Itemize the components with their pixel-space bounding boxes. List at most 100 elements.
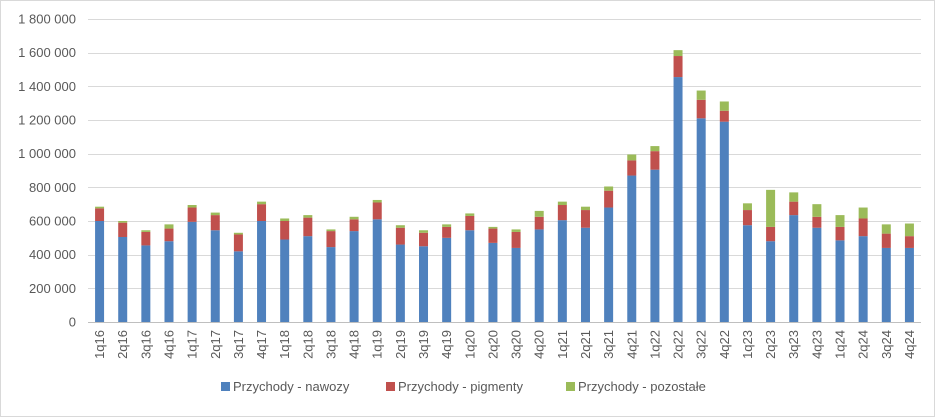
- bar-nawozy-3q20: [511, 247, 521, 322]
- y-tick-label: 200 000: [29, 281, 76, 296]
- bar-pigmenty-4q18: [349, 219, 359, 232]
- x-tick-label: 1q20: [462, 330, 477, 359]
- bar-nawozy-3q22: [696, 118, 706, 322]
- bar-pozostale-2q23: [766, 189, 776, 227]
- bar-nawozy-1q24: [835, 240, 845, 322]
- bar-pigmenty-2q18: [303, 217, 313, 237]
- bar-nawozy-3q21: [604, 207, 614, 322]
- bar-pigmenty-4q24: [904, 236, 914, 248]
- x-tick-label: 2q24: [856, 330, 871, 359]
- x-tick-label: 1q18: [277, 330, 292, 359]
- x-tick-label: 1q17: [185, 330, 200, 359]
- x-tick-label: 4q24: [902, 330, 917, 359]
- bar-pozostale-2q18: [303, 215, 313, 218]
- bar-nawozy-2q21: [580, 227, 590, 322]
- bar-pigmenty-3q22: [696, 99, 706, 119]
- bar-pozostale-3q24: [881, 224, 891, 234]
- bar-nawozy-4q18: [349, 231, 359, 322]
- bar-pozostale-2q21: [580, 206, 590, 211]
- bar-nawozy-1q21: [557, 220, 567, 322]
- bar-nawozy-2q20: [488, 242, 498, 322]
- bar-pozostale-2q17: [210, 212, 220, 216]
- bar-pozostale-1q23: [742, 203, 752, 211]
- bars: [95, 50, 914, 322]
- x-tick-label: 4q16: [161, 330, 176, 359]
- bar-nawozy-3q17: [233, 251, 243, 322]
- legend-label: Przychody - pozostałe: [578, 379, 706, 394]
- bar-pigmenty-3q23: [789, 201, 799, 216]
- x-tick-label: 3q20: [509, 330, 524, 359]
- x-tick-label: 4q21: [624, 330, 639, 359]
- bar-nawozy-1q22: [650, 169, 660, 322]
- x-tick-label: 2q16: [115, 330, 130, 359]
- bar-pigmenty-1q24: [835, 226, 845, 241]
- y-tick-label: 0: [69, 315, 76, 330]
- bar-nawozy-4q16: [164, 241, 174, 322]
- y-tick-label: 800 000: [29, 180, 76, 195]
- x-tick-label: 2q22: [671, 330, 686, 359]
- bar-nawozy-3q16: [141, 245, 151, 322]
- x-tick-label: 4q19: [439, 330, 454, 359]
- bar-pozostale-2q24: [858, 207, 868, 219]
- bar-nawozy-2q19: [395, 244, 405, 322]
- bar-pozostale-2q20: [488, 226, 498, 229]
- x-tick-label: 3q17: [231, 330, 246, 359]
- bar-pigmenty-1q20: [465, 215, 475, 231]
- bar-pigmenty-1q23: [742, 210, 752, 226]
- bar-pozostale-1q24: [835, 215, 845, 227]
- x-tick-label: 2q23: [763, 330, 778, 359]
- bar-pozostale-3q23: [789, 192, 799, 202]
- legend-label: Przychody - nawozy: [233, 379, 350, 394]
- bar-pigmenty-4q23: [812, 216, 822, 228]
- bar-pozostale-1q22: [650, 146, 660, 152]
- bar-pigmenty-2q23: [766, 226, 776, 242]
- y-tick-label: 400 000: [29, 247, 76, 262]
- bar-nawozy-4q21: [627, 175, 637, 322]
- x-tick-label: 2q21: [578, 330, 593, 359]
- x-tick-label: 3q22: [694, 330, 709, 359]
- bar-nawozy-3q23: [789, 215, 799, 322]
- bar-pigmenty-4q16: [164, 228, 174, 242]
- bar-nawozy-4q23: [812, 227, 822, 322]
- x-tick-label: 3q16: [138, 330, 153, 359]
- bar-nawozy-2q17: [210, 230, 220, 322]
- bar-nawozy-4q17: [257, 221, 267, 322]
- bar-pozostale-1q20: [465, 213, 475, 216]
- y-tick-label: 600 000: [29, 214, 76, 229]
- bar-pigmenty-2q20: [488, 228, 498, 243]
- bar-pozostale-4q21: [627, 154, 637, 161]
- bar-pigmenty-1q16: [95, 208, 105, 221]
- bar-pigmenty-1q17: [187, 207, 197, 222]
- x-tick-label: 3q21: [601, 330, 616, 359]
- bar-pigmenty-2q17: [210, 215, 220, 231]
- x-tick-label: 3q23: [786, 330, 801, 359]
- bar-pigmenty-2q24: [858, 218, 868, 237]
- bar-nawozy-2q18: [303, 236, 313, 322]
- bar-pigmenty-4q21: [627, 160, 637, 176]
- bar-pozostale-1q21: [557, 201, 567, 206]
- bar-pozostale-3q20: [511, 229, 521, 232]
- bar-nawozy-4q24: [904, 247, 914, 322]
- x-tick-label: 4q17: [254, 330, 269, 359]
- bar-pozostale-4q22: [719, 101, 729, 111]
- bar-nawozy-1q23: [742, 225, 752, 322]
- x-tick-label: 1q23: [740, 330, 755, 359]
- x-tick-label: 3q19: [416, 330, 431, 359]
- x-tick-label: 4q23: [809, 330, 824, 359]
- bar-pozostale-4q24: [904, 223, 914, 237]
- bar-pozostale-1q18: [280, 218, 290, 221]
- bar-pozostale-3q18: [326, 229, 336, 232]
- bar-pozostale-4q17: [257, 201, 267, 205]
- x-axis-tick-labels: 1q16 2q16 3q16 4q16 1q17 2q17 3q17 4q17 1q18 2q18…: [92, 330, 917, 359]
- bar-pozostale-3q21: [604, 186, 614, 191]
- x-tick-label: 2q19: [393, 330, 408, 359]
- x-tick-label: 1q21: [555, 330, 570, 359]
- bar-pozostale-2q19: [395, 225, 405, 228]
- bar-pigmenty-3q19: [419, 232, 429, 247]
- bar-nawozy-2q23: [766, 241, 776, 322]
- y-tick-label: 1 000 000: [18, 146, 76, 161]
- bar-pozostale-2q22: [673, 50, 683, 57]
- bar-nawozy-2q24: [858, 236, 868, 322]
- bar-nawozy-2q22: [673, 77, 683, 322]
